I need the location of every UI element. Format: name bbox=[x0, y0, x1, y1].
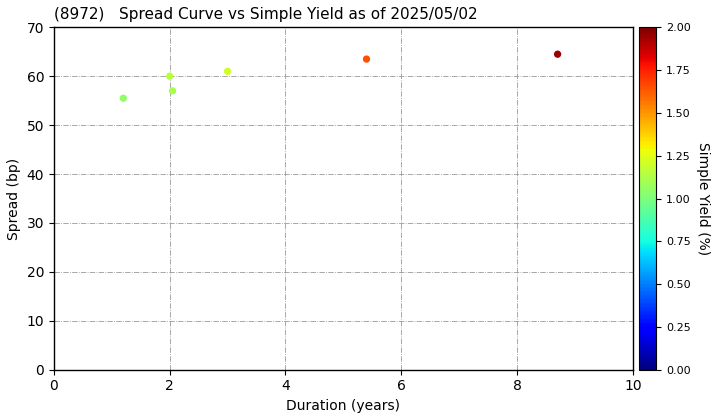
Point bbox=[222, 68, 233, 75]
Point bbox=[164, 73, 176, 79]
Point bbox=[361, 56, 372, 63]
X-axis label: Duration (years): Duration (years) bbox=[287, 399, 400, 413]
Point bbox=[117, 95, 129, 102]
Text: (8972)   Spread Curve vs Simple Yield as of 2025/05/02: (8972) Spread Curve vs Simple Yield as o… bbox=[54, 7, 477, 22]
Y-axis label: Simple Yield (%): Simple Yield (%) bbox=[696, 142, 710, 255]
Point bbox=[167, 87, 179, 94]
Point bbox=[552, 51, 563, 58]
Y-axis label: Spread (bp): Spread (bp) bbox=[7, 158, 21, 239]
